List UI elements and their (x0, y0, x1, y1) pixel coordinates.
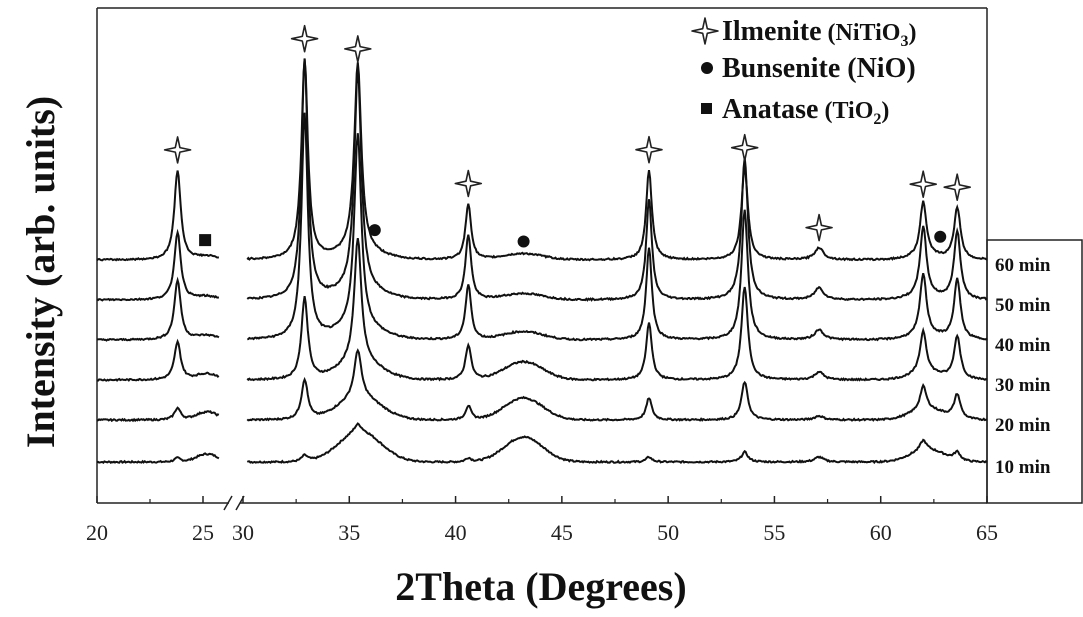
x-tick-label: 65 (976, 520, 998, 545)
series-line-10-min (246, 422, 988, 465)
x-tick-label: 20 (86, 520, 108, 545)
star-marker (943, 173, 971, 201)
series-line-20-min (246, 348, 988, 422)
legend: Ilmenite (NiTiO3)Bunsenite (NiO) Anatase (T… (691, 16, 916, 128)
series-label: 20 min (995, 415, 1051, 436)
star-marker (454, 169, 483, 198)
series-label: 50 min (995, 295, 1051, 316)
star-marker (730, 133, 759, 162)
series-line-50-min (96, 228, 220, 302)
legend-entry-label: Bunsenite (NiO) (722, 53, 916, 84)
series-line-20-min (96, 406, 220, 423)
square-marker (199, 234, 212, 247)
series-line-40-min (97, 276, 220, 342)
series-line-30-min (96, 338, 220, 382)
series-line-60-min (246, 58, 988, 262)
axis-break-mark (223, 495, 233, 511)
circle-marker (517, 235, 530, 248)
series-lines: 10 min 20 min 30 min 40 min 50 min 60 min (96, 58, 1051, 478)
x-tick-label: 45 (551, 520, 573, 545)
phase-markers (163, 24, 971, 248)
legend-entry-label: Anatase (TiO2) (722, 94, 889, 128)
x-tick-label: 35 (338, 520, 360, 545)
series-line-30-min (246, 237, 988, 382)
series-label: 10 min (995, 457, 1051, 478)
x-axis-title: 2Theta (Degrees) (395, 564, 686, 609)
star-marker (290, 24, 319, 53)
legend-circle-icon (701, 62, 713, 74)
star-marker (163, 136, 192, 164)
star-marker (344, 35, 372, 63)
series-label: 40 min (995, 335, 1051, 356)
star-marker (909, 170, 937, 198)
circle-marker (368, 224, 381, 237)
legend-entry-label: Ilmenite (NiTiO3) (722, 16, 916, 50)
series-label-box (986, 239, 1083, 504)
x-tick-label: 60 (870, 520, 892, 545)
x-tick-label: 40 (445, 520, 467, 545)
legend-square-icon (701, 103, 712, 114)
star-marker (635, 135, 663, 164)
series-line-10-min (96, 452, 220, 465)
circle-marker (934, 230, 947, 243)
legend-star-icon (691, 17, 719, 45)
y-axis-title: Intensity (arb. units) (18, 96, 63, 448)
axes: 20 25 30 35 40 45 50 55 60 65 (86, 7, 1083, 545)
series-line-40-min (247, 112, 988, 342)
x-tick-label: 55 (763, 520, 785, 545)
series-line-50-min (246, 58, 988, 302)
series-label: 60 min (995, 255, 1051, 276)
x-tick-label: 50 (657, 520, 679, 545)
series-line-60-min (96, 170, 219, 262)
x-tick-label: 25 (192, 520, 214, 545)
star-marker (805, 213, 833, 242)
x-tick-label: 30 (232, 520, 254, 545)
series-label: 30 min (995, 375, 1051, 396)
